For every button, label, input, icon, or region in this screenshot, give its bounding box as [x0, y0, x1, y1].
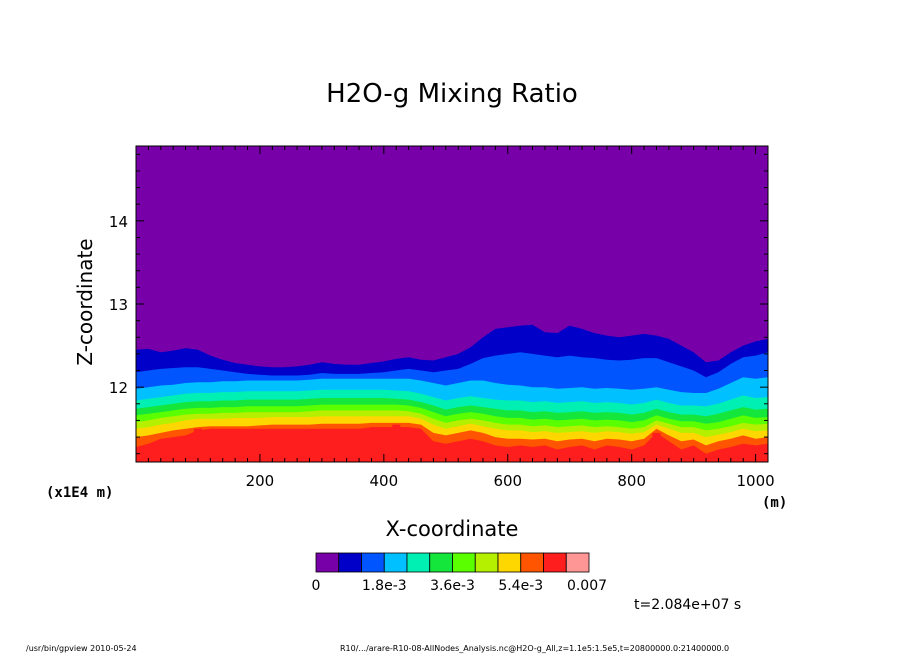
contour-hotspot [652, 432, 661, 462]
x-axis-title: X-coordinate [386, 517, 519, 541]
y-axis-title: Z-coordinate [73, 238, 97, 365]
chart-title: H2O-g Mixing Ratio [326, 79, 578, 109]
plot-area [136, 146, 768, 462]
colorbar-swatch [497, 552, 522, 573]
colorbar-swatch [383, 552, 408, 573]
footer-right: R10/.../arare-R10-08-AllNodes_Analysis.n… [340, 644, 729, 653]
colorbar-label: 0.007 [567, 578, 607, 594]
y-axis-unit: (x1E4 m) [46, 485, 113, 501]
colorbar-label: 1.8e-3 [362, 578, 407, 594]
colorbar-label: 5.4e-3 [498, 578, 543, 594]
colorbar-label: 0 [312, 578, 321, 594]
axes: 200 400 600 800 1000 12 13 14 [109, 145, 775, 490]
contour-band [136, 146, 768, 368]
colorbar-swatch [565, 552, 590, 573]
colorbar-swatch [315, 552, 340, 573]
y-tick-label: 14 [109, 213, 128, 231]
x-axis-unit: (m) [762, 495, 787, 511]
footer-left: /usr/bin/gpview 2010-05-24 [26, 644, 137, 653]
colorbar: 0 1.8e-3 3.6e-3 5.4e-3 0.007 [312, 552, 607, 594]
colorbar-swatch [520, 552, 544, 573]
contour-hotspot [193, 428, 202, 462]
colorbar-swatch [474, 552, 499, 573]
colorbar-swatch [543, 552, 567, 573]
y-tick-label: 13 [109, 296, 128, 314]
colorbar-swatch [406, 552, 431, 573]
x-tick-label: 1000 [737, 472, 775, 490]
colorbar-swatch [452, 552, 476, 573]
x-tick-label: 200 [246, 472, 275, 490]
colorbar-label: 3.6e-3 [430, 578, 475, 594]
colorbar-swatch [361, 552, 385, 573]
x-tick-label: 400 [370, 472, 399, 490]
contour-hotspot [392, 424, 401, 462]
x-tick-label: 800 [617, 472, 646, 490]
x-tick-label: 600 [493, 472, 522, 490]
time-label: t=2.084e+07 s [634, 597, 741, 613]
y-tick-label: 12 [109, 379, 128, 397]
colorbar-swatch [338, 552, 362, 573]
colorbar-swatch [429, 552, 453, 573]
